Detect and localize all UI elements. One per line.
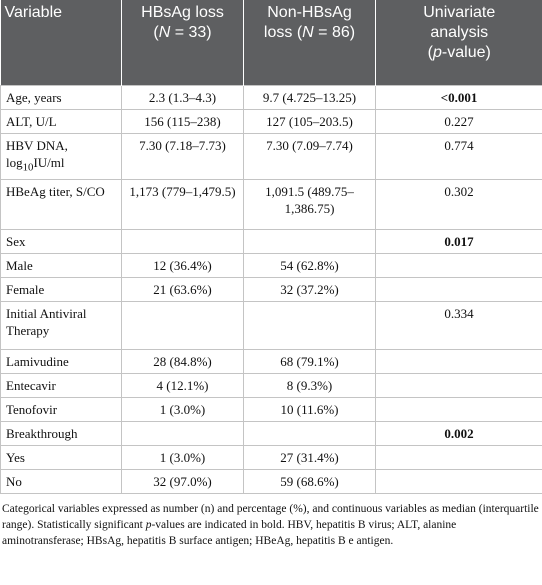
text-part: p: [433, 44, 442, 61]
table-cell: [243, 229, 376, 255]
text-part: = 33): [170, 24, 212, 41]
table-cell: [375, 277, 542, 303]
table-cell: 0.227: [375, 108, 542, 134]
table-cell: Yes: [0, 445, 122, 471]
table-row: ALT, U/L 156 (115–238) 127 (105–203.5) 0.22…: [0, 108, 542, 134]
table-cell: 32 (97.0%): [121, 469, 244, 495]
text-part: IU/ml: [33, 154, 65, 170]
text-part: loss (: [263, 24, 303, 41]
table-cell: 4 (12.1%): [121, 373, 244, 399]
table-body: Age, years 2.3 (1.3–4.3) 9.7 (4.725–13.25)…: [0, 84, 542, 495]
table-cell: 10 (11.6%): [243, 397, 376, 423]
table-cell: [375, 253, 542, 279]
table-row: Age, years 2.3 (1.3–4.3) 9.7 (4.725–13.25)…: [0, 84, 542, 110]
table-cell: Male: [0, 253, 122, 279]
table-cell: Age, years: [0, 84, 122, 110]
header-cell: HBsAg loss (N = 33): [121, 0, 244, 85]
text-part: Non-HBsAg: [267, 4, 352, 21]
table-row: HBV DNA, log10IU/ml 7.30 (7.18–7.73) 7.30 …: [0, 132, 542, 181]
text-part: (: [427, 44, 433, 61]
text-part: -values are indicated in bold. HBV, hepa…: [2, 519, 457, 548]
table-cell: 32 (37.2%): [243, 277, 376, 303]
header-cell: Non-HBsAg loss (N = 86): [243, 0, 376, 85]
table-cell: No: [0, 469, 122, 495]
table-row: HBeAg titer, S/CO 1,173 (779–1,479.5) 1,09…: [0, 179, 542, 231]
table-cell: 0.017: [375, 229, 542, 255]
table-cell: [375, 373, 542, 399]
header-cell: Variable: [0, 0, 122, 85]
table-row: Yes 1 (3.0%) 27 (31.4%): [0, 445, 542, 471]
table-cell: 2.3 (1.3–4.3): [121, 84, 244, 110]
table-cell: Lamivudine: [0, 349, 122, 375]
table-row: Breakthrough 0.002: [0, 421, 542, 447]
table-cell: Initial Antiviral Therapy: [0, 301, 122, 351]
table-cell: Tenofovir: [0, 397, 122, 423]
table-cell: 0.334: [375, 301, 542, 351]
table-cell: 21 (63.6%): [121, 277, 244, 303]
header-cell: Univariate analysis (p-value): [375, 0, 542, 85]
table-cell: 7.30 (7.18–7.73): [121, 132, 244, 181]
text-part: N: [158, 24, 171, 41]
text-part: -value): [441, 44, 491, 61]
table-cell: <0.001: [375, 84, 542, 110]
table-row: Female 21 (63.6%) 32 (37.2%): [0, 277, 542, 303]
table-cell: 28 (84.8%): [121, 349, 244, 375]
table-cell: 1 (3.0%): [121, 445, 244, 471]
table-cell: [243, 301, 376, 351]
text-part: analysis: [430, 24, 489, 41]
table-row: Initial Antiviral Therapy 0.334: [0, 301, 542, 351]
table-cell: 59 (68.6%): [243, 469, 376, 495]
table-cell: [375, 349, 542, 375]
table-row: Sex 0.017: [0, 229, 542, 255]
table-cell: 8 (9.3%): [243, 373, 376, 399]
table-cell: 0.302: [375, 179, 542, 231]
table-cell: [121, 229, 244, 255]
text-part: HBV DNA, log: [6, 137, 68, 170]
table-cell: 9.7 (4.725–13.25): [243, 84, 376, 110]
table-cell: HBV DNA, log10IU/ml: [0, 132, 122, 181]
table-row: Male 12 (36.4%) 54 (62.8%): [0, 253, 542, 279]
table-cell: 68 (79.1%): [243, 349, 376, 375]
table-cell: 156 (115–238): [121, 108, 244, 134]
text-part: N: [302, 24, 314, 41]
table-cell: 12 (36.4%): [121, 253, 244, 279]
text-part: p: [145, 519, 152, 532]
table-cell: 54 (62.8%): [243, 253, 376, 279]
table-cell: 0.774: [375, 132, 542, 181]
footnote: Categorical variables expressed as numbe…: [0, 494, 542, 549]
table-cell: [375, 397, 542, 423]
table-cell: 1 (3.0%): [121, 397, 244, 423]
table-cell: HBeAg titer, S/CO: [0, 179, 122, 231]
data-table: Variable HBsAg loss (N = 33) Non-HBsAg loss …: [0, 0, 542, 495]
text-part: Univariate: [423, 4, 496, 21]
text-part: (: [153, 24, 159, 41]
table-cell: Female: [0, 277, 122, 303]
table-cell: Breakthrough: [0, 421, 122, 447]
text-part: HBsAg loss: [141, 4, 224, 21]
table-cell: [121, 301, 244, 351]
text-part: 10: [22, 161, 34, 174]
table-cell: 27 (31.4%): [243, 445, 376, 471]
text-part: Categorical variables expressed as numbe…: [2, 503, 539, 532]
header-row: Variable HBsAg loss (N = 33) Non-HBsAg loss …: [0, 0, 542, 85]
table-cell: [121, 421, 244, 447]
table-row: Lamivudine 28 (84.8%) 68 (79.1%): [0, 349, 542, 375]
table-cell: 1,173 (779–1,479.5): [121, 179, 244, 231]
table-cell: 127 (105–203.5): [243, 108, 376, 134]
table-cell: ALT, U/L: [0, 108, 122, 134]
table-row: Tenofovir 1 (3.0%) 10 (11.6%): [0, 397, 542, 423]
table-cell: [243, 421, 376, 447]
table-cell: 1,091.5 (489.75–1,386.75): [243, 179, 376, 231]
table-cell: 7.30 (7.09–7.74): [243, 132, 376, 181]
table-cell: [375, 469, 542, 495]
text-part: = 86): [313, 24, 356, 41]
table-row: Entecavir 4 (12.1%) 8 (9.3%): [0, 373, 542, 399]
table-row: No 32 (97.0%) 59 (68.6%): [0, 469, 542, 495]
table-cell: Entecavir: [0, 373, 122, 399]
table-cell: 0.002: [375, 421, 542, 447]
table-cell: [375, 445, 542, 471]
table-cell: Sex: [0, 229, 122, 255]
